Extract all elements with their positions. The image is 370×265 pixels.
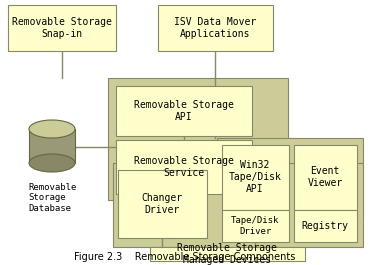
Text: Win32
Tape/Disk
API: Win32 Tape/Disk API (229, 160, 282, 194)
Bar (8, 5, 116, 51)
Bar (150, 247, 305, 261)
Text: Figure 2.3    Removable Storage Components: Figure 2.3 Removable Storage Components (74, 252, 296, 262)
Text: Removable
Storage
Database: Removable Storage Database (28, 183, 76, 213)
Bar (294, 210, 357, 242)
Text: ISV Data Mover
Applications: ISV Data Mover Applications (174, 17, 256, 39)
Bar (108, 78, 288, 200)
Bar (29, 129, 75, 163)
Bar (116, 86, 252, 136)
Ellipse shape (29, 154, 75, 172)
Bar (222, 210, 289, 242)
Ellipse shape (29, 120, 75, 138)
Bar (158, 5, 273, 51)
Bar (294, 145, 357, 210)
Text: Tape/Disk
Driver: Tape/Disk Driver (231, 216, 279, 236)
Bar (113, 163, 363, 247)
Bar (217, 138, 363, 218)
Bar (118, 170, 207, 238)
Text: Removable Storage
Managed Devices: Removable Storage Managed Devices (177, 243, 277, 265)
Bar (116, 140, 252, 194)
Text: Removable Storage
Service: Removable Storage Service (134, 156, 234, 178)
Text: Registry: Registry (302, 221, 349, 231)
Text: Event
Viewer: Event Viewer (307, 166, 343, 188)
Text: Changer
Driver: Changer Driver (141, 193, 182, 215)
Bar (222, 145, 289, 210)
Text: Removable Storage
API: Removable Storage API (134, 100, 234, 122)
Text: Removable Storage
Snap-in: Removable Storage Snap-in (12, 17, 112, 39)
